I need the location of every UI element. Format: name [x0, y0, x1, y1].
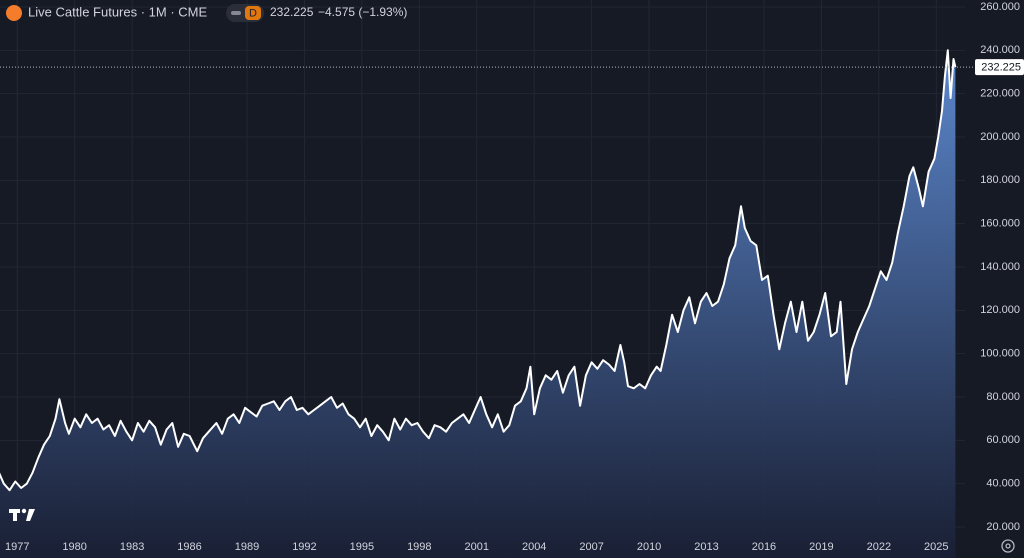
header-change: −4.575 (−1.93%): [318, 5, 407, 19]
chart-title: Live Cattle Futures · 1M · CME: [28, 4, 207, 19]
y-tick-label: 220.000: [980, 88, 1020, 100]
settings-icon[interactable]: [1001, 539, 1015, 553]
symbol-icon: [6, 5, 22, 21]
x-tick-label: 2025: [924, 541, 948, 553]
x-tick-label: 2019: [809, 541, 833, 553]
last-price-label: 232.225: [981, 62, 1021, 74]
y-tick-label: 160.000: [980, 218, 1020, 230]
x-tick-label: 2022: [867, 541, 891, 553]
x-tick-label: 1992: [292, 541, 316, 553]
x-tick-label: 1998: [407, 541, 431, 553]
x-tick-label: 2013: [694, 541, 718, 553]
y-tick-label: 180.000: [980, 174, 1020, 186]
plot: [0, 49, 957, 558]
x-tick-label: 1986: [177, 541, 201, 553]
x-tick-label: 2010: [637, 541, 661, 553]
badge-toggle: [231, 11, 241, 15]
y-tick-label: 60.000: [986, 434, 1020, 446]
badge-box: [245, 6, 261, 20]
y-tick-label: 100.000: [980, 348, 1020, 360]
settings-icon-core: [1005, 543, 1011, 549]
last-price-tag: [975, 59, 1024, 76]
x-tick-label: 1983: [120, 541, 144, 553]
y-tick-label: 40.000: [986, 478, 1020, 490]
header-last: 232.225: [270, 5, 314, 19]
x-tick-label: 1977: [5, 541, 29, 553]
badge: D: [249, 7, 257, 19]
y-tick-label: 260.000: [980, 1, 1020, 13]
area: [0, 50, 956, 558]
x-tick-label: 2007: [579, 541, 603, 553]
logo: [9, 508, 35, 521]
x-tick-label: 2004: [522, 541, 546, 553]
y-tick-label: 20.000: [986, 521, 1020, 533]
x-tick-label: 2016: [752, 541, 776, 553]
x-tick-label: 2001: [465, 541, 489, 553]
y-tick-label: 200.000: [980, 131, 1020, 143]
y-tick-label: 80.000: [986, 391, 1020, 403]
x-tick-label: 1989: [235, 541, 259, 553]
x-tick-label: 1980: [62, 541, 86, 553]
y-tick-label: 120.000: [980, 304, 1020, 316]
y-tick-label: 240.000: [980, 44, 1020, 56]
y-tick-label: 140.000: [980, 261, 1020, 273]
x-tick-label: 1995: [350, 541, 374, 553]
line: [0, 49, 957, 492]
